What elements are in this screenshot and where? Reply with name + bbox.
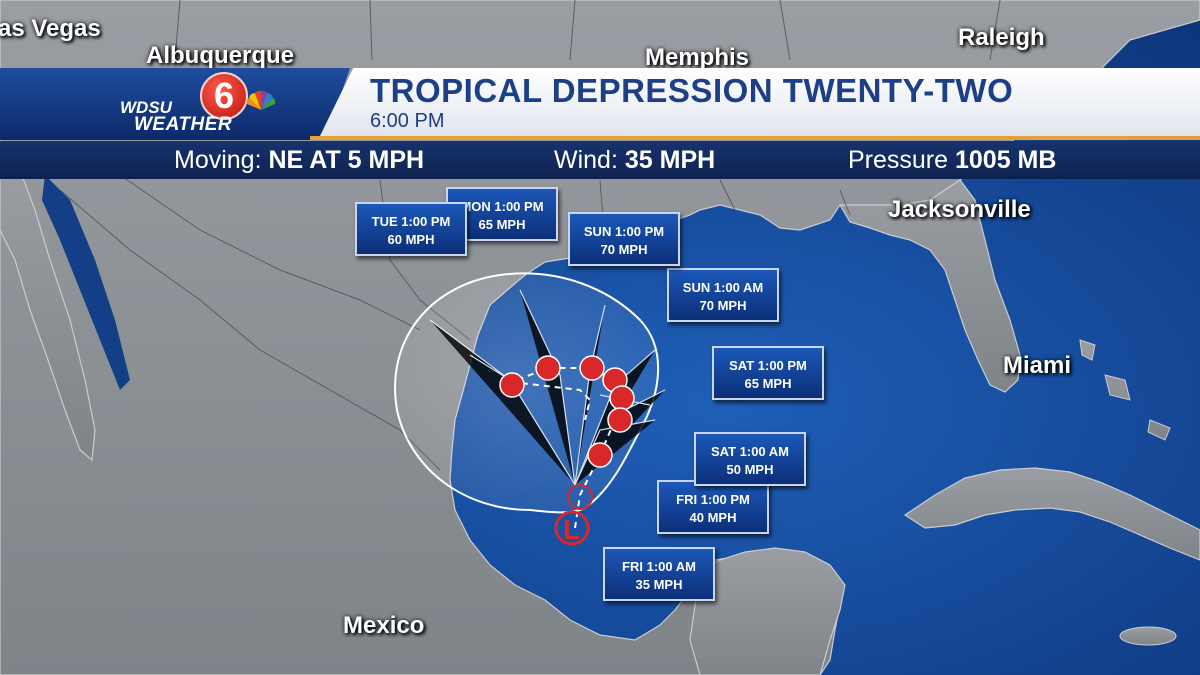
- city-raleigh: Raleigh: [958, 24, 1045, 51]
- gulf-of-california: [42, 175, 130, 390]
- city-jacksonville: Jacksonville: [888, 196, 1031, 223]
- city-memphis: Memphis: [645, 44, 750, 71]
- forecast-wind: 65 MPH: [744, 376, 792, 391]
- city-las-vegas: as Vegas: [0, 15, 101, 42]
- forecast-time: SUN 1:00 PM: [583, 224, 665, 239]
- forecast-label-sat-pm: SAT 1:00 PM 65 MPH: [712, 346, 824, 400]
- advisory-time: 6:00 PM: [370, 110, 445, 132]
- land-baja: [0, 159, 96, 462]
- forecast-time: FRI 1:00 AM: [622, 559, 696, 574]
- city-albuquerque: Albuquerque: [146, 42, 294, 69]
- low-pressure-icon: [554, 510, 590, 546]
- stat-wind-value: 35 MPH: [624, 146, 716, 174]
- tropical-storm-icon: [587, 442, 613, 468]
- forecast-time: TUE 1:00 PM: [371, 214, 451, 229]
- land-cuba: [903, 467, 1200, 561]
- forecast-time: SAT 1:00 PM: [729, 358, 807, 373]
- stat-wind-label: Wind:: [554, 146, 618, 174]
- land-florida: [838, 179, 1021, 393]
- storm-stats-bar: Moving: NE AT 5 MPH Wind: 35 MPH Pressur…: [0, 141, 1200, 179]
- forecast-wind: 70 MPH: [600, 242, 648, 257]
- forecast-time: MON 1:00 PM: [460, 199, 544, 214]
- land-bahamas: [1079, 339, 1171, 441]
- forecast-wind: 50 MPH: [726, 462, 774, 477]
- land-jamaica: [1119, 626, 1177, 646]
- tropical-storm-icon: [535, 355, 561, 381]
- tropical-storm-icon: [579, 355, 605, 381]
- forecast-wind: 65 MPH: [478, 217, 526, 232]
- storm-icons: [499, 355, 635, 546]
- forecast-label-fri-pm: FRI 1:00 PM 40 MPH: [657, 480, 769, 534]
- tropical-storm-icon: [607, 407, 633, 433]
- stat-moving-label: Moving:: [174, 146, 262, 174]
- peacock-icon: [246, 90, 276, 110]
- stat-pressure-value: 1005 MB: [955, 146, 1057, 174]
- forecast-wind: 70 MPH: [699, 298, 747, 313]
- stat-pressure: Pressure 1005 MB: [848, 141, 1056, 179]
- station-logo: 6 WDSU WEATHER: [118, 68, 308, 140]
- header-accent-stripe: [310, 136, 1200, 140]
- forecast-time: SAT 1:00 AM: [710, 444, 789, 459]
- forecast-label-fri-am: FRI 1:00 AM 35 MPH: [603, 547, 715, 601]
- tropical-storm-icon: [499, 372, 525, 398]
- forecast-wind: 40 MPH: [689, 510, 737, 525]
- header-logo-panel: [0, 68, 350, 140]
- stat-moving: Moving: NE AT 5 MPH: [174, 141, 424, 179]
- stat-wind: Wind: 35 MPH: [554, 141, 715, 179]
- storm-title: TROPICAL DEPRESSION TWENTY-TWO: [370, 72, 1014, 109]
- low-symbol: L: [563, 514, 580, 545]
- forecast-label-sun-pm: SUN 1:00 PM 70 MPH: [568, 212, 680, 266]
- city-mexico: Mexico: [343, 612, 425, 639]
- station-name: WDSU: [120, 98, 172, 117]
- forecast-time: SUN 1:00 AM: [682, 280, 764, 295]
- header-banner: 6 WDSU WEATHER TROPICAL DEPRESSION TWENT…: [0, 68, 1200, 140]
- city-miami: Miami: [1003, 352, 1072, 379]
- forecast-label-sat-am: SAT 1:00 AM 50 MPH: [694, 432, 806, 486]
- stat-pressure-label: Pressure: [848, 146, 949, 174]
- header-title-panel: [318, 68, 1200, 140]
- land-yucatan: [689, 547, 846, 675]
- tropical-storm-icon: [609, 385, 635, 411]
- stat-moving-value: NE AT 5 MPH: [268, 146, 425, 174]
- forecast-time: FRI 1:00 PM: [676, 492, 750, 507]
- weather-wordmark: WEATHER: [134, 114, 233, 135]
- forecast-label-sun-am: SUN 1:00 AM 70 MPH: [667, 268, 779, 322]
- forecast-label-tue-pm: TUE 1:00 PM 60 MPH: [355, 202, 467, 256]
- depression-icon: [567, 484, 593, 510]
- channel-number: 6: [200, 72, 248, 120]
- forecast-wind: 60 MPH: [387, 232, 435, 247]
- forecast-wind: 35 MPH: [635, 577, 683, 592]
